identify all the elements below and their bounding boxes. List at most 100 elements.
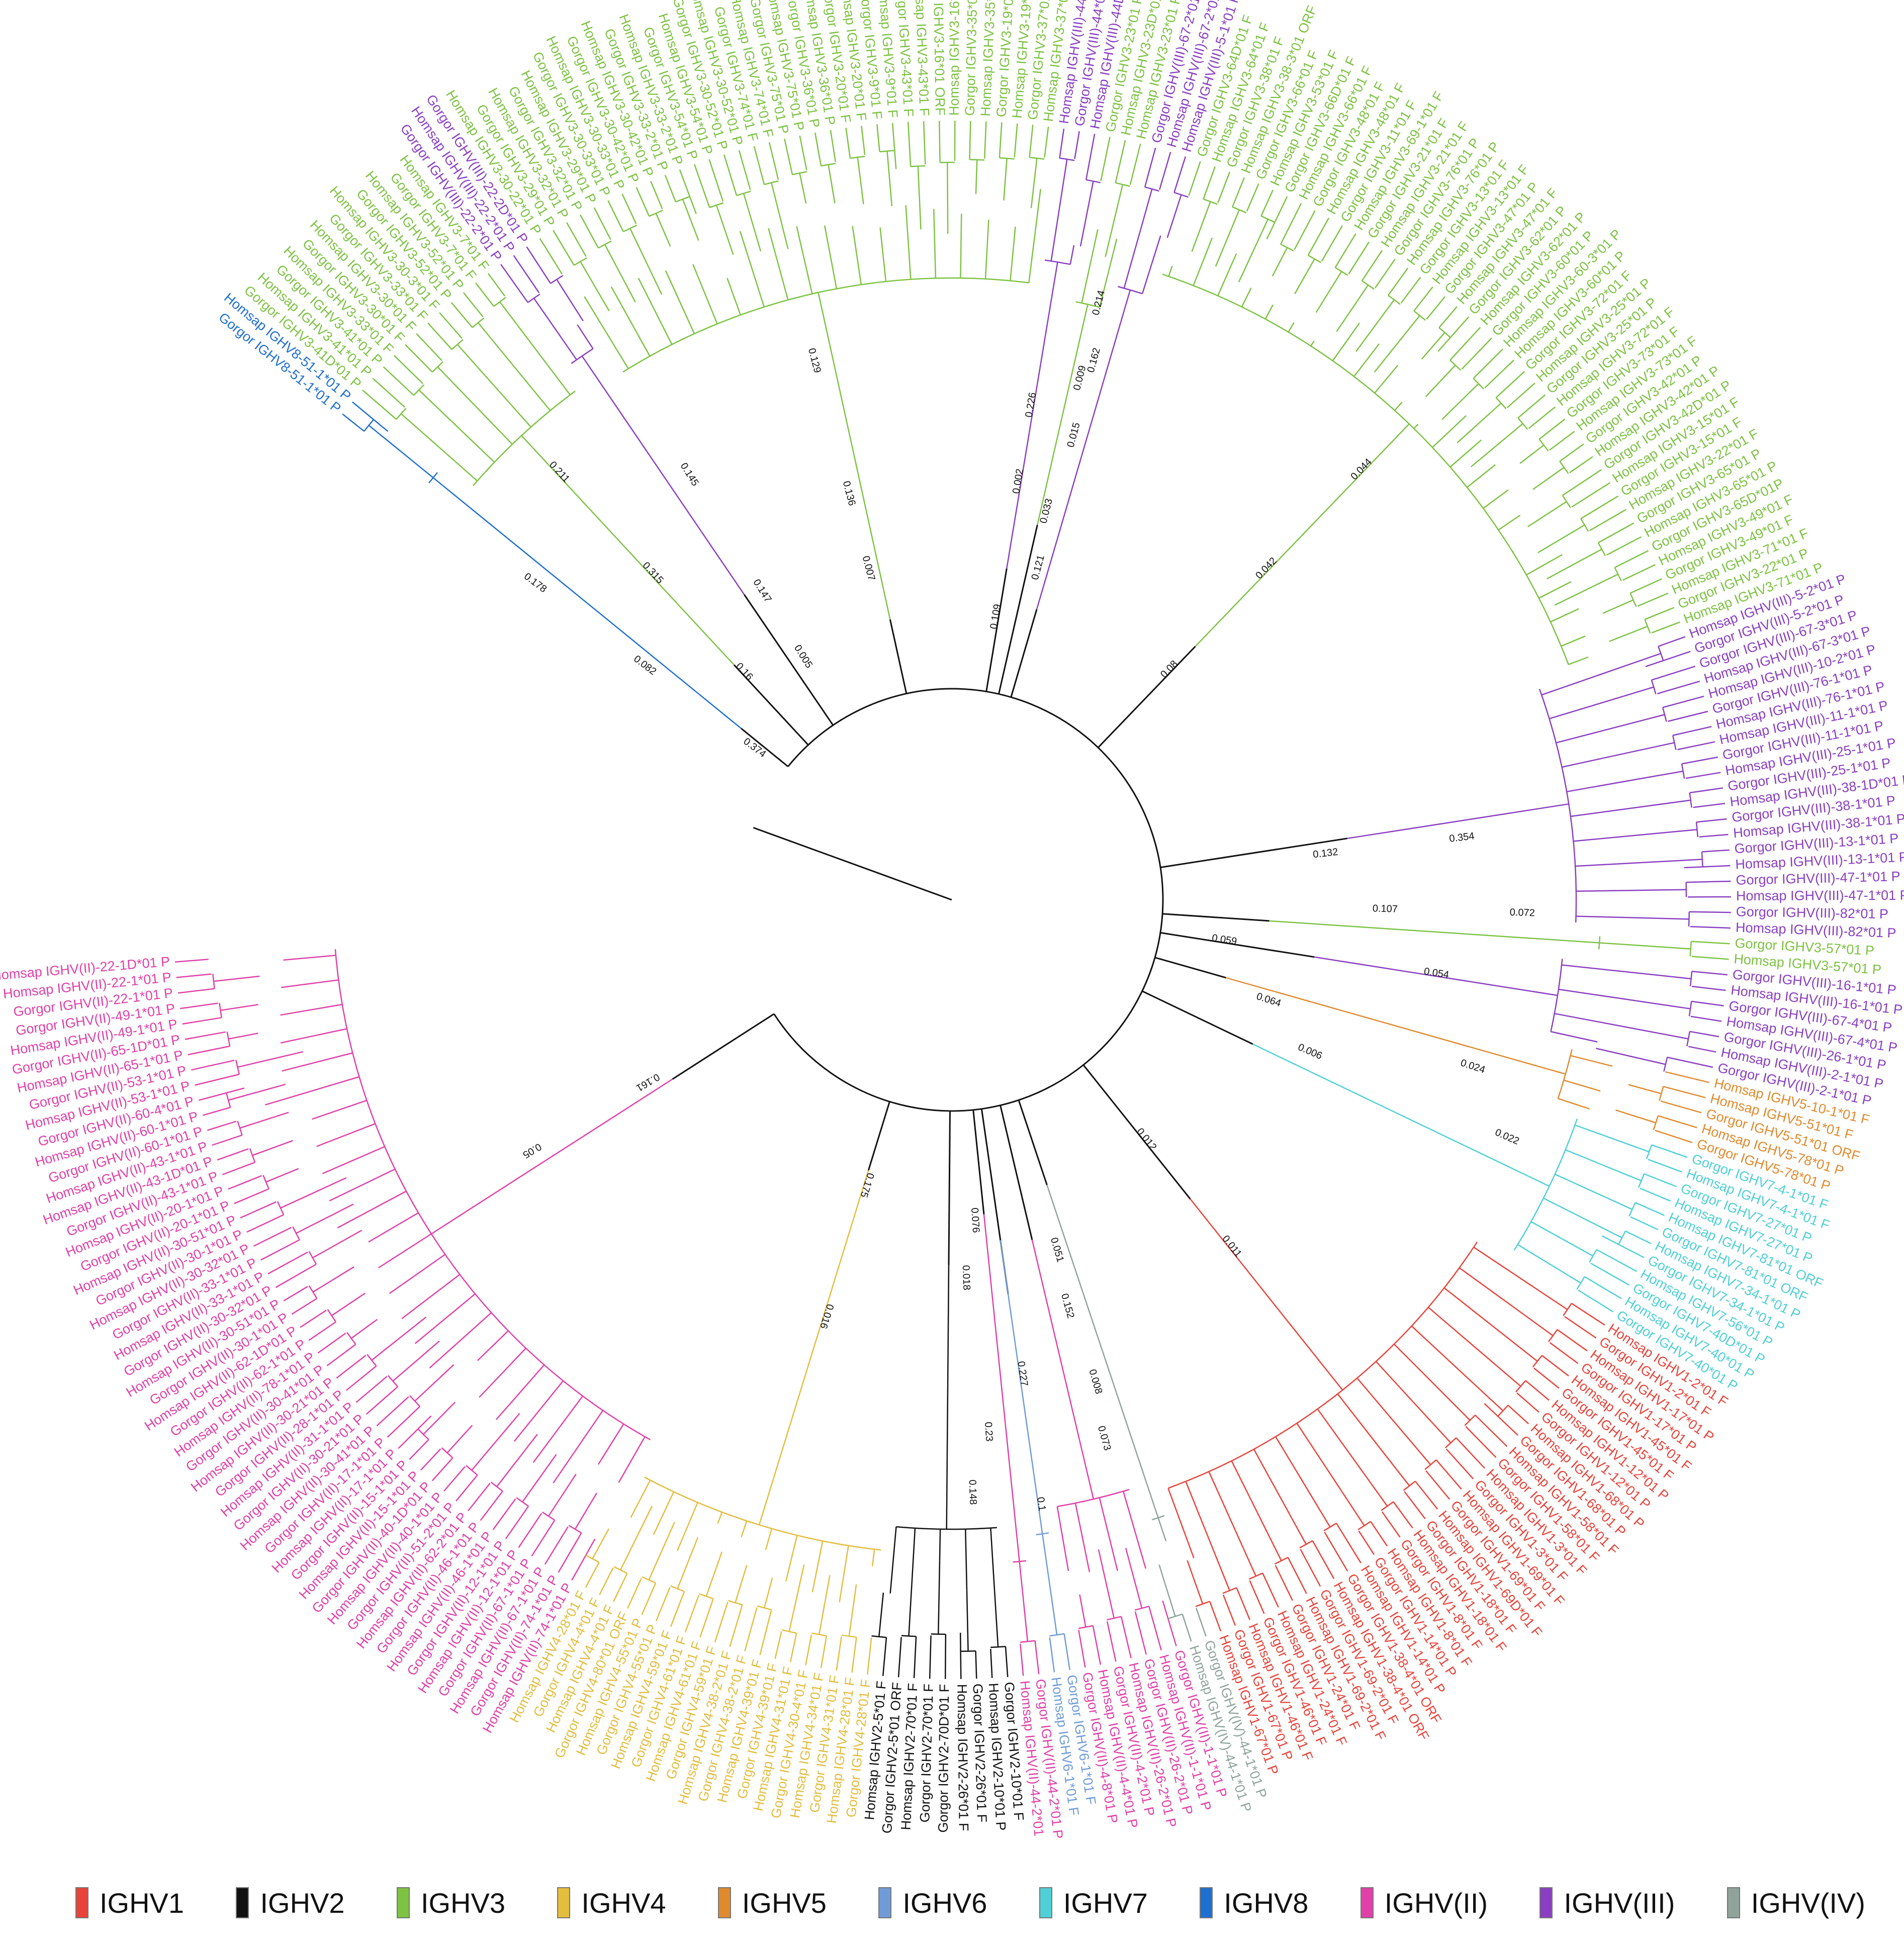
tree-branch	[1069, 245, 1075, 265]
legend-swatch	[1360, 1887, 1374, 1918]
tree-branch	[618, 1436, 646, 1483]
tree-branch	[1543, 1197, 1556, 1205]
tree-branch	[758, 1241, 847, 1525]
tree-branch	[636, 187, 650, 217]
tree-branch	[281, 979, 339, 988]
bootstrap-value: 0.132	[1312, 847, 1338, 861]
legend-item: IGHV5	[717, 1887, 827, 1919]
tree-branch	[1142, 990, 1253, 1045]
tree-branch	[851, 1637, 857, 1673]
tree-branch	[1049, 1633, 1064, 1637]
leaf-label: Gorgor IGHV(III)-82*01 P	[1736, 904, 1889, 921]
tree-branch	[1074, 1503, 1091, 1572]
tree-branch	[1566, 777, 1648, 793]
tree-branch	[475, 283, 495, 307]
tree-branch	[180, 1002, 218, 1009]
tree-branch	[774, 1631, 782, 1659]
tree-branch	[1589, 509, 1627, 531]
tree-branch	[468, 1482, 491, 1512]
tree-branch	[355, 1376, 388, 1403]
tree-branch	[188, 1045, 230, 1056]
tree-branch	[983, 1214, 1003, 1387]
tree-branch	[1590, 1262, 1629, 1286]
tree-branch	[1374, 364, 1399, 394]
tree-branch	[1232, 206, 1247, 214]
tree-branch	[1456, 1437, 1486, 1469]
tree-branch	[946, 1323, 949, 1530]
tree-branch	[1542, 1259, 1581, 1284]
tree-branch	[322, 1146, 385, 1174]
tree-branch	[1517, 394, 1546, 419]
tree-branch	[1554, 1012, 1626, 1028]
tree-branch	[292, 1226, 300, 1240]
tree-branch	[1690, 1015, 1722, 1022]
tree-branch	[1191, 201, 1211, 252]
tree-branch	[423, 1402, 456, 1435]
tree-branch	[556, 279, 584, 322]
tree-branch	[427, 322, 452, 350]
tree-branch	[457, 344, 500, 392]
tree-branch	[420, 1448, 441, 1471]
tree-branch	[1559, 460, 1569, 474]
tree-branch	[1645, 651, 1691, 668]
tree-branch	[1558, 1098, 1590, 1109]
tree-branch	[1187, 1560, 1204, 1605]
tree-branch	[969, 121, 971, 160]
tree-branch	[496, 1434, 538, 1488]
tree-branch	[1640, 1187, 1671, 1202]
tree-branch	[938, 1560, 941, 1634]
tree-branch	[1299, 1540, 1313, 1549]
tree-branch	[553, 230, 575, 266]
tree-branches	[174, 120, 1732, 1679]
tree-branch	[1048, 304, 1089, 476]
tree-branch	[1473, 1246, 1523, 1281]
tree-branch	[1274, 1556, 1289, 1565]
tree-branch	[1269, 920, 1334, 926]
tree-branch	[947, 162, 949, 234]
tree-branch	[1078, 1629, 1086, 1668]
tree-branch	[679, 169, 697, 215]
tree-branch	[1246, 183, 1259, 212]
bootstrap-value: 0.022	[1493, 1127, 1521, 1147]
tree-branch	[1160, 838, 1347, 868]
tree-branch	[796, 226, 813, 294]
tree-branch	[1601, 1134, 1650, 1153]
tree-branch	[1312, 1540, 1335, 1580]
tree-branch	[788, 1564, 805, 1632]
tree-branch	[923, 121, 926, 164]
tree-branch	[1663, 1086, 1706, 1098]
tree-branch	[1364, 1428, 1410, 1487]
tree-branch	[327, 1309, 337, 1323]
tree-branch	[1519, 444, 1545, 464]
tree-branch	[275, 1263, 317, 1288]
tree-branch	[235, 1060, 240, 1075]
tree-branch	[283, 1285, 308, 1302]
tree-branch	[1387, 267, 1409, 296]
tree-branch	[1217, 171, 1231, 204]
tree-branch	[571, 1538, 596, 1581]
legend-item: IGHV1	[75, 1887, 184, 1919]
tree-branch	[1393, 1343, 1436, 1387]
tree-branch	[1195, 528, 1309, 647]
tree-branch	[439, 312, 463, 339]
tree-branch	[1356, 1377, 1390, 1416]
tree-branch	[1307, 217, 1329, 256]
tree-branch	[317, 1333, 346, 1354]
tree-branch	[581, 355, 715, 552]
tree-branch	[1185, 1481, 1216, 1555]
tree-branch	[1570, 805, 1647, 817]
tree-branch	[828, 164, 836, 204]
tree-branch	[1688, 1046, 1716, 1053]
tree-branch	[969, 159, 985, 161]
tree-branch	[558, 1532, 582, 1573]
tree-branch	[1618, 1231, 1626, 1245]
tree-branch	[867, 1101, 890, 1171]
tree-branch	[1208, 1471, 1244, 1549]
tree-branch	[983, 121, 987, 159]
tree-branch	[1120, 1616, 1132, 1658]
tree-branch	[845, 128, 851, 158]
tree-branch	[1563, 1079, 1601, 1092]
bootstrap-value: 0.129	[806, 347, 823, 374]
tree-branch	[1260, 215, 1276, 223]
tree-branch	[743, 193, 762, 252]
